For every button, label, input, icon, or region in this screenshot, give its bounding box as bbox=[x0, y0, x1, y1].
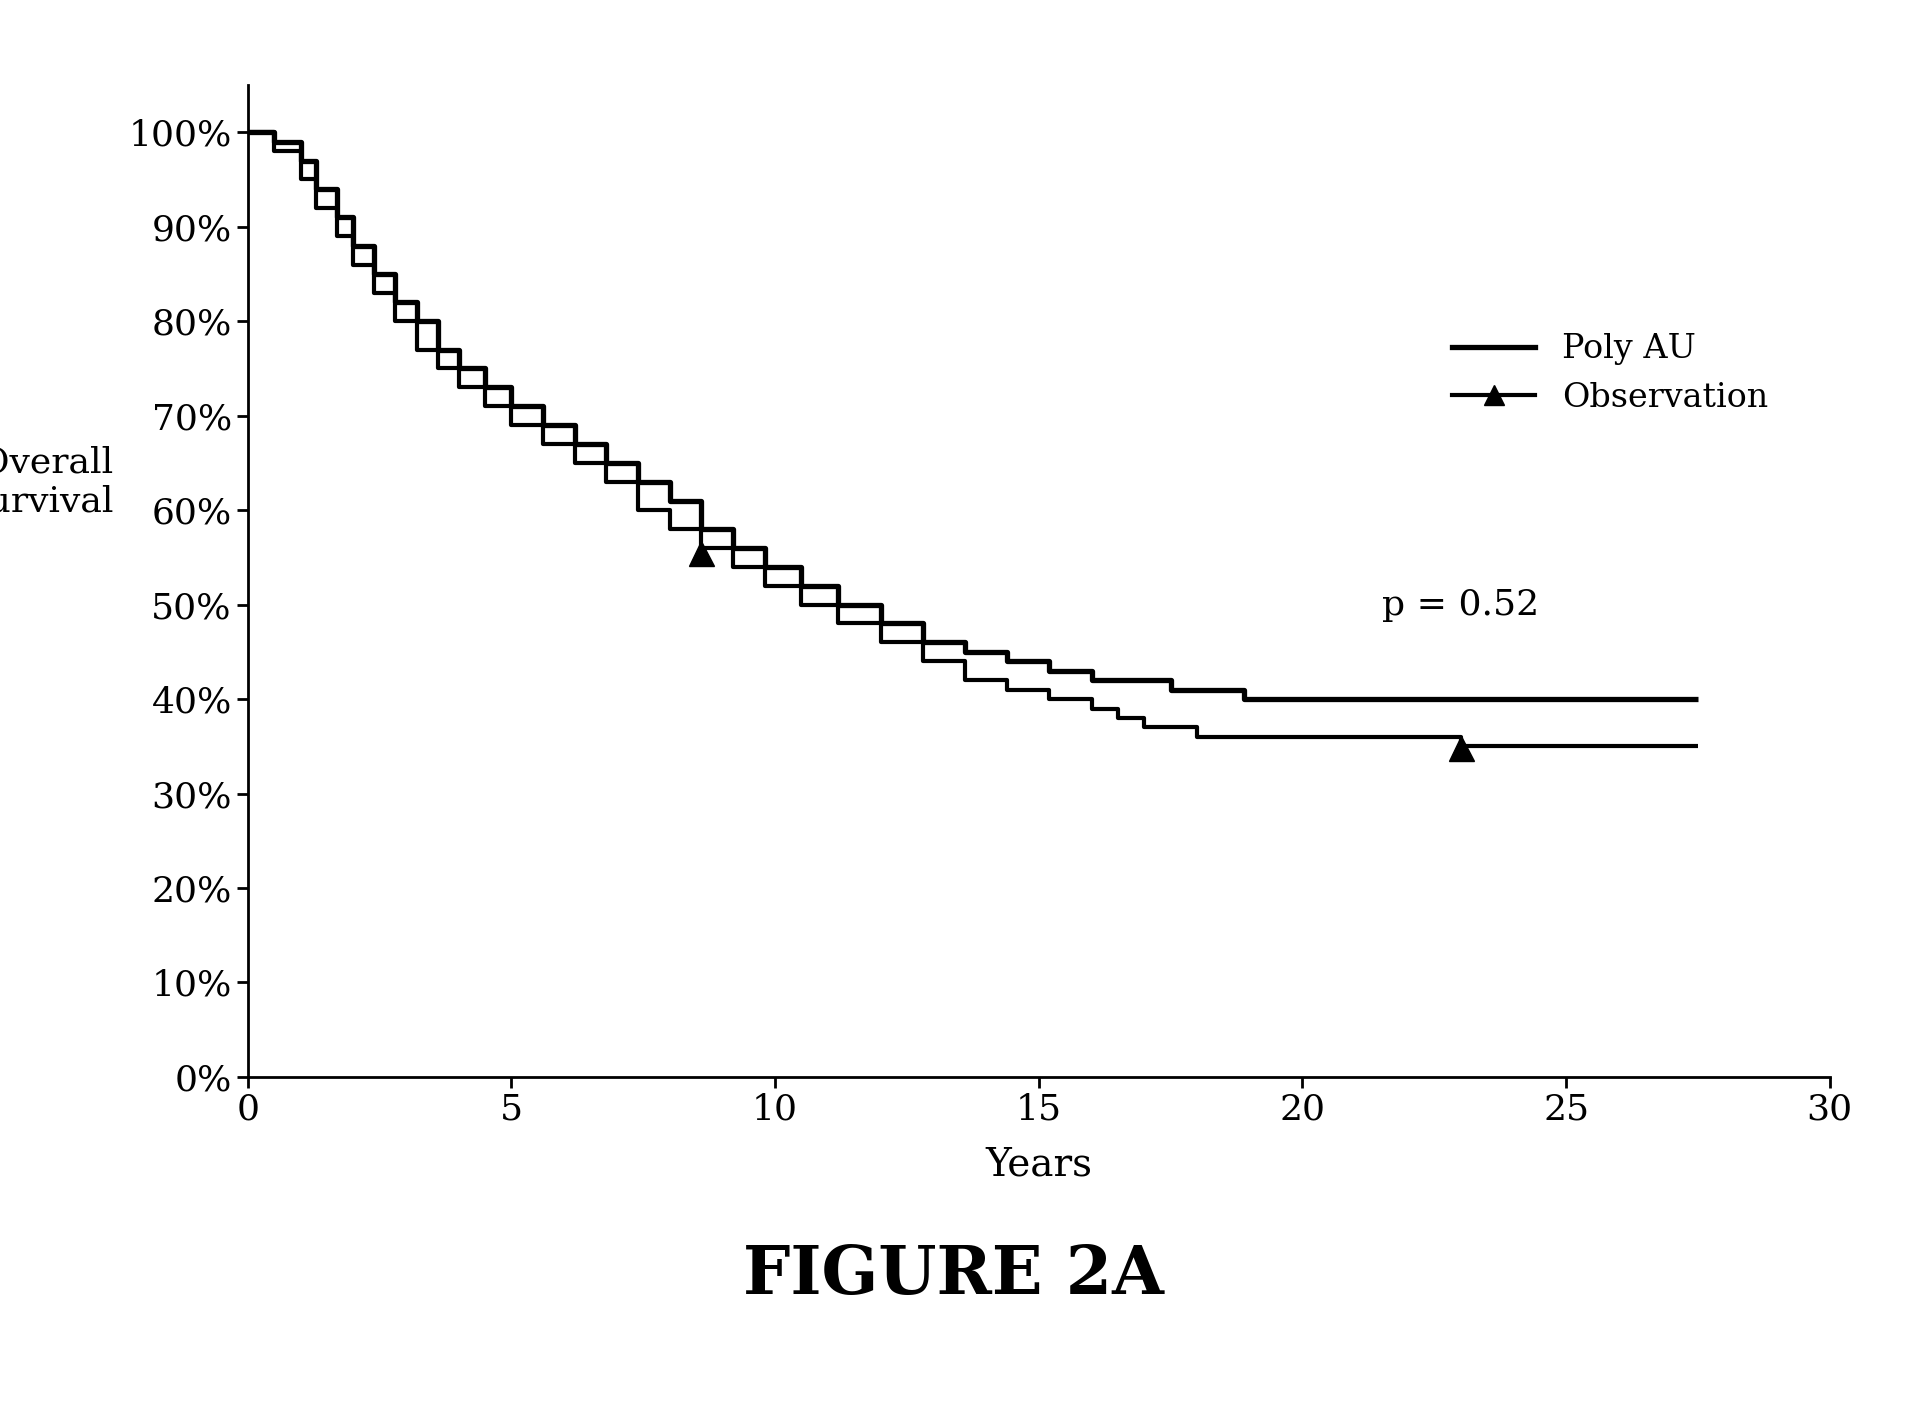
Legend: Poly AU, Observation: Poly AU, Observation bbox=[1438, 320, 1781, 428]
Observation bbox=[1212, 728, 1234, 745]
Observation bbox=[1290, 728, 1313, 745]
Poly AU bbox=[236, 123, 259, 140]
Line: Observation: Observation bbox=[248, 132, 1697, 747]
Poly AU bbox=[789, 577, 812, 594]
Poly AU bbox=[627, 455, 650, 472]
Poly AU bbox=[406, 293, 429, 310]
Line: Poly AU: Poly AU bbox=[248, 132, 1697, 699]
Y-axis label: Overall
Survival: Overall Survival bbox=[0, 445, 112, 519]
Poly AU bbox=[657, 473, 680, 490]
Poly AU bbox=[531, 398, 554, 415]
Text: FIGURE 2A: FIGURE 2A bbox=[743, 1243, 1162, 1308]
Poly AU bbox=[1686, 690, 1709, 707]
Text: p = 0.52: p = 0.52 bbox=[1381, 588, 1537, 622]
Poly AU bbox=[531, 417, 554, 434]
Poly AU bbox=[1233, 690, 1255, 707]
Observation bbox=[1132, 710, 1154, 727]
Observation bbox=[1263, 728, 1286, 745]
Observation bbox=[1448, 738, 1471, 755]
X-axis label: Years: Years bbox=[985, 1146, 1092, 1183]
Observation bbox=[236, 123, 259, 140]
Observation bbox=[827, 615, 850, 632]
Observation bbox=[1686, 738, 1709, 755]
Observation bbox=[952, 672, 975, 689]
